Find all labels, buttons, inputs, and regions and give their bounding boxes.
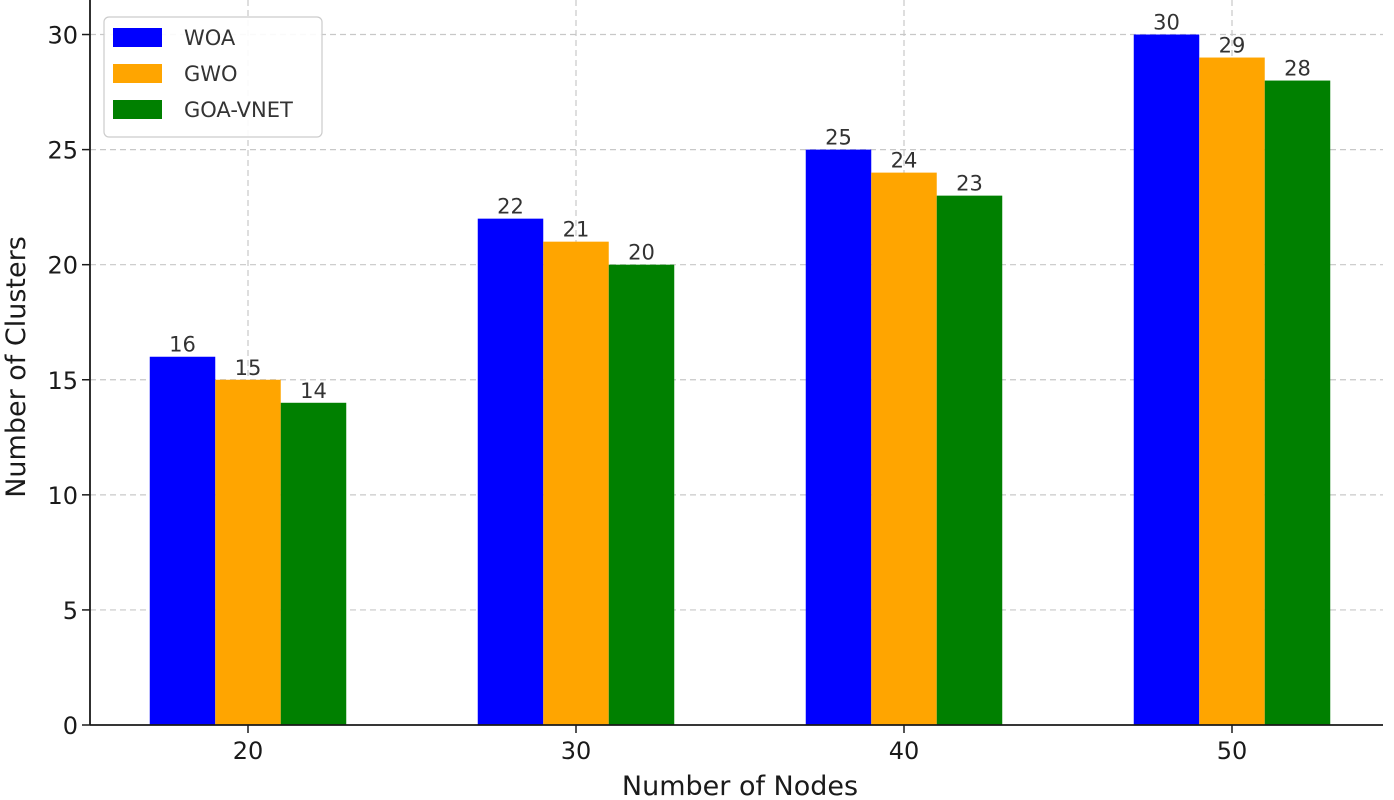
bar-woa [477,218,544,725]
data-labels: 16 22 25 30 15 21 24 29 14 20 23 28 [169,11,1311,403]
x-tick-label: 20 [233,737,264,765]
data-label: 20 [628,241,655,265]
bar-woa [1133,34,1200,726]
y-tick-label: 30 [47,22,78,50]
bar-woa [149,356,216,725]
data-label: 16 [169,333,196,357]
bar-gwo [1199,57,1265,726]
bar-goa-vnet [608,264,675,725]
y-tick-label: 0 [63,712,78,740]
bar-woa [805,149,872,726]
data-label: 25 [825,126,852,150]
x-tick-label: 50 [1217,737,1248,765]
data-label: 23 [956,172,983,196]
y-tick-label: 20 [47,252,78,280]
data-label: 22 [497,195,524,219]
bar-gwo [871,172,937,726]
data-label: 24 [891,149,918,173]
x-axis-title: Number of Nodes [622,771,858,800]
data-label: 15 [235,356,262,380]
legend-swatch-gwo [113,64,162,83]
bar-goa-vnet [1264,80,1331,726]
data-label: 28 [1284,57,1311,81]
y-tick-label: 10 [47,482,78,510]
legend-swatch-goa-vnet [113,100,162,119]
legend-label: WOA [184,26,236,50]
bar-gwo [543,241,609,725]
bar-goa-vnet [936,195,1003,726]
legend-label: GWO [184,62,238,86]
x-tick-label: 30 [561,737,592,765]
data-label: 30 [1153,11,1180,35]
y-tick-label: 5 [63,597,78,625]
legend-swatch-woa [113,28,162,47]
axes [82,0,1383,733]
legend: WOA GWO GOA-VNET [103,16,323,138]
y-tick-label: 25 [47,137,78,165]
y-axis-title: Number of Clusters [1,236,32,498]
x-tick-label: 40 [889,737,920,765]
y-tick-label: 15 [47,367,78,395]
data-label: 29 [1219,34,1246,58]
data-label: 14 [300,379,327,403]
tick-labels: 0 5 10 15 20 25 30 20 30 40 50 [47,22,1247,765]
bars [149,34,1331,726]
data-label: 21 [563,218,590,242]
bar-goa-vnet [280,402,347,725]
legend-label: GOA-VNET [184,98,293,122]
bar-gwo [215,379,281,725]
